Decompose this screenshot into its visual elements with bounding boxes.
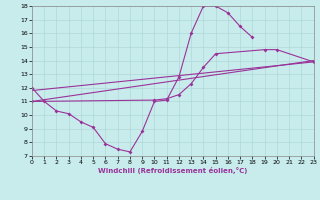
- X-axis label: Windchill (Refroidissement éolien,°C): Windchill (Refroidissement éolien,°C): [98, 167, 247, 174]
